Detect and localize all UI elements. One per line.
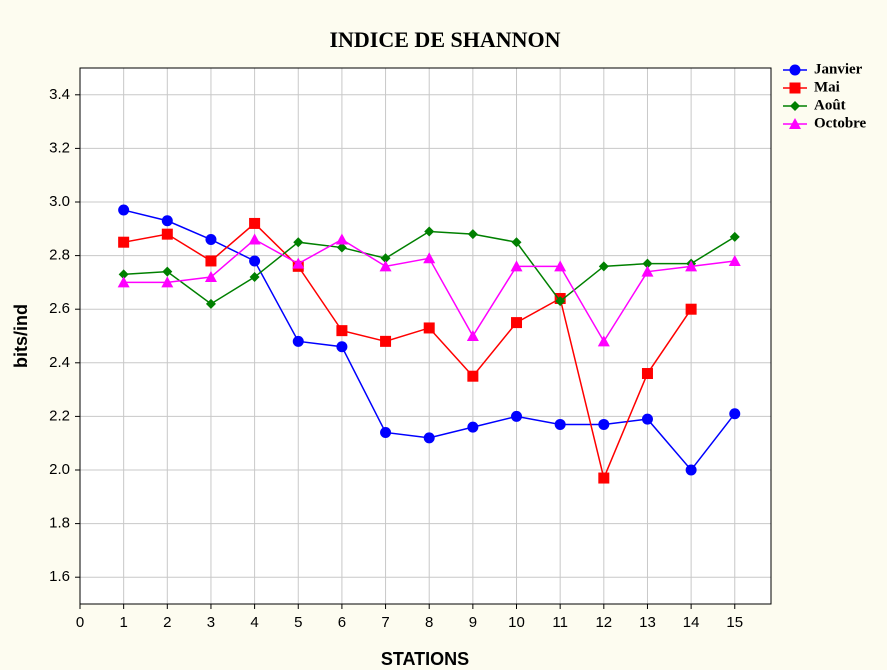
marker (598, 472, 610, 484)
y-tick-label: 1.6 (49, 568, 70, 585)
y-tick-label: 3.2 (49, 139, 70, 156)
marker (248, 233, 261, 245)
marker (118, 204, 130, 216)
marker (336, 242, 347, 253)
marker (641, 413, 653, 425)
y-tick-label: 2.6 (49, 300, 70, 317)
marker (467, 421, 479, 433)
marker (336, 325, 348, 337)
marker (249, 272, 260, 283)
marker (685, 464, 697, 476)
x-tick-label: 1 (119, 614, 127, 631)
y-tick-label: 1.8 (49, 515, 70, 532)
x-tick-label: 12 (595, 614, 612, 631)
x-tick-label: 5 (294, 614, 302, 631)
marker (467, 229, 478, 240)
x-axis-label: STATIONS (381, 649, 469, 669)
marker (789, 64, 801, 76)
marker (598, 261, 609, 272)
marker (467, 370, 479, 382)
marker (205, 255, 217, 267)
marker (790, 101, 800, 111)
y-tick-label: 2.8 (49, 247, 70, 264)
x-tick-label: 7 (381, 614, 389, 631)
marker (423, 252, 436, 264)
series-line (123, 222, 692, 481)
x-tick-label: 6 (338, 614, 346, 631)
marker (336, 341, 348, 353)
y-axis-label: bits/ind (11, 304, 31, 368)
marker (205, 298, 216, 309)
marker (641, 368, 653, 380)
x-tick-label: 3 (207, 614, 215, 631)
marker (598, 418, 610, 430)
marker (292, 257, 305, 269)
marker (641, 265, 654, 277)
plot-frame (79, 67, 772, 605)
y-tick-label: 2.2 (49, 407, 70, 424)
y-tick-label: 2.4 (49, 354, 70, 371)
marker (249, 217, 261, 229)
marker (789, 118, 801, 129)
marker (729, 408, 741, 420)
marker (292, 335, 304, 347)
marker (554, 260, 567, 272)
marker (380, 253, 391, 264)
y-tick-label: 3.0 (49, 193, 70, 210)
legend-label: Mai (814, 79, 840, 95)
marker (161, 215, 173, 227)
y-tick-label: 2.0 (49, 461, 70, 478)
marker (161, 276, 174, 288)
marker (685, 303, 697, 315)
marker (293, 237, 304, 248)
marker (597, 335, 610, 347)
marker (379, 260, 392, 272)
marker (249, 255, 261, 267)
x-tick-label: 8 (425, 614, 433, 631)
marker (642, 258, 653, 269)
x-tick-label: 2 (163, 614, 171, 631)
marker (511, 317, 523, 329)
y-tick-label: 3.4 (49, 86, 70, 103)
marker (685, 260, 698, 272)
legend-label: Janvier (814, 61, 863, 77)
marker (554, 418, 566, 430)
marker (205, 234, 217, 246)
marker (789, 82, 801, 94)
marker (204, 271, 217, 283)
x-tick-label: 4 (250, 614, 258, 631)
marker (510, 260, 523, 272)
x-tick-label: 0 (76, 614, 84, 631)
marker (423, 432, 435, 444)
x-tick-label: 15 (726, 614, 743, 631)
x-tick-label: 10 (508, 614, 525, 631)
chart-title: INDICE DE SHANNON (329, 27, 560, 52)
marker (728, 254, 741, 266)
marker (335, 233, 348, 245)
x-tick-label: 14 (683, 614, 700, 631)
marker (555, 296, 566, 307)
legend-label: Octobre (814, 115, 867, 131)
x-tick-label: 9 (469, 614, 477, 631)
legend-label: Août (814, 97, 846, 113)
marker (424, 226, 435, 237)
marker (423, 322, 435, 334)
marker (117, 276, 130, 288)
marker (511, 237, 522, 248)
marker (162, 266, 173, 277)
x-tick-label: 13 (639, 614, 656, 631)
marker (161, 228, 173, 240)
marker (380, 335, 392, 347)
plot-area (80, 68, 771, 604)
marker (466, 330, 479, 341)
marker (380, 426, 392, 438)
marker (729, 231, 740, 242)
marker (118, 269, 129, 280)
x-tick-label: 11 (552, 614, 568, 631)
marker (511, 410, 523, 422)
marker (118, 236, 130, 248)
